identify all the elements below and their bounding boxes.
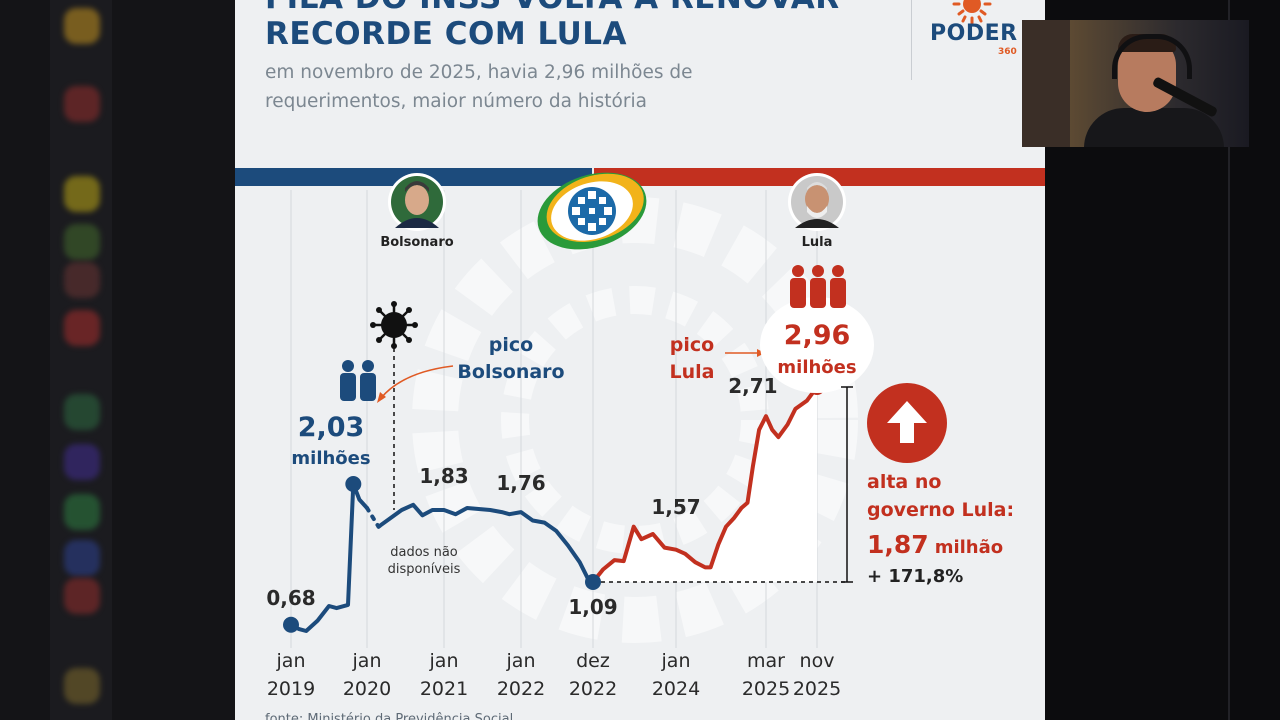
page-subtitle: em novembro de 2025, havia 2,96 milhões … [265, 62, 693, 83]
x-axis-ticks: jan 2019 jan 2020 jan 2021 jan 2022 dez 2022 jan 20… [267, 650, 841, 700]
peak-bolsonaro-arrow [380, 365, 454, 399]
series-line [591, 385, 819, 584]
brand-number: 360 [998, 47, 1017, 57]
server-icon[interactable] [64, 86, 100, 122]
peak-bolsonaro-label: pico [489, 334, 533, 356]
page-title: FILA DO INSS VOLTA A RENOVAR [265, 0, 840, 16]
x-tick-year: 2025 [742, 678, 790, 700]
data-gap-line [365, 505, 381, 529]
peak-bolsonaro-value: 2,03 [298, 412, 365, 443]
x-tick-year: 2021 [420, 678, 468, 700]
server-icon[interactable] [64, 578, 100, 614]
data-labels: 0,68 1,83 1,76 1,09 1,57 2,71 [266, 374, 777, 619]
data-label: 0,68 [266, 586, 315, 610]
x-tick-month: dez [576, 650, 610, 672]
data-label: 1,57 [651, 495, 700, 519]
chart: 0,681,83 1,761,091,572,71 jan2019jan2020j… [266, 172, 1014, 700]
people-icon [790, 265, 846, 308]
peak-bolsonaro-unit: milhões [291, 448, 370, 469]
peak-lula-unit: milhões [777, 357, 856, 378]
x-tick-month: jan [352, 650, 382, 672]
virus-icon [370, 301, 418, 349]
peak-lula-label: Lula [670, 361, 715, 383]
page-subtitle: requerimentos, maior número da história [265, 91, 647, 112]
server-icon[interactable] [64, 310, 100, 346]
infographic-card: FILA DO INSS VOLTA A RENOVAR RECORDE COM… [235, 0, 1045, 720]
server-icon[interactable] [64, 540, 100, 576]
bolsonaro-avatar [388, 173, 446, 231]
data-label: 1,76 [496, 471, 545, 495]
peak-bolsonaro-label: Bolsonaro [457, 361, 564, 383]
lula-area-fill [593, 387, 817, 582]
x-tick-year: 2024 [652, 678, 700, 700]
webcam-feed [1022, 20, 1249, 147]
x-tick-year: 2019 [267, 678, 315, 700]
rise-percent: + 171,8% [867, 566, 963, 587]
data-point [585, 574, 601, 590]
x-tick-year: 2025 [793, 678, 841, 700]
webcam-shelf [1022, 20, 1070, 147]
arrow-head-icon [377, 392, 386, 403]
x-tick-month: jan [506, 650, 536, 672]
server-icon[interactable] [64, 8, 100, 44]
x-tick-year: 2020 [343, 678, 391, 700]
peak-lula-label: pico [670, 334, 714, 356]
data-point [345, 475, 362, 492]
x-tick-month: jan [276, 650, 306, 672]
series-line [289, 482, 369, 633]
x-tick-year: 2022 [569, 678, 617, 700]
missing-data-note: disponíveis [388, 562, 461, 577]
missing-data-note: dados não [390, 545, 458, 560]
x-tick-month: jan [661, 650, 691, 672]
x-tick-month: nov [800, 650, 835, 672]
data-label: 2,71 [728, 374, 777, 398]
page-title: RECORDE COM LULA [265, 16, 628, 52]
server-icon[interactable] [64, 668, 100, 704]
source-note: fonte: Ministério da Previdência Social [265, 712, 514, 720]
peak-lula-value: 2,96 [784, 320, 851, 351]
background-sidebar [0, 0, 235, 720]
bolsonaro-name: Bolsonaro [380, 235, 453, 250]
x-tick-year: 2022 [497, 678, 545, 700]
server-icon[interactable] [64, 444, 100, 480]
series-line [376, 502, 595, 584]
lula-area [593, 387, 847, 583]
x-tick-month: jan [429, 650, 459, 672]
webcam-person [1084, 108, 1224, 147]
data-point [283, 616, 299, 633]
inss-logo [537, 172, 647, 250]
x-tick-month: mar [747, 650, 785, 672]
sun-icon [952, 0, 992, 25]
rise-value: 1,87 milhão [867, 530, 1003, 559]
lula-name: Lula [802, 235, 833, 250]
server-icon[interactable] [64, 494, 100, 530]
rise-label: governo Lula: [867, 499, 1014, 521]
up-arrow-icon [867, 383, 947, 463]
data-label: 1,83 [419, 464, 468, 488]
people-icon [340, 360, 376, 401]
server-icon[interactable] [64, 224, 100, 260]
server-icon[interactable] [64, 262, 100, 298]
headset-icon [1112, 34, 1192, 79]
server-icon[interactable] [64, 394, 100, 430]
brand-logo: PODER 360 [911, 0, 1045, 80]
brand-name: PODER [930, 21, 1018, 46]
lula-avatar [788, 173, 846, 231]
peak-lula-bubble [760, 297, 874, 393]
server-icon[interactable] [64, 176, 100, 212]
data-label: 1,09 [568, 595, 617, 619]
divider [1228, 0, 1230, 720]
rise-label: alta no [867, 471, 941, 493]
